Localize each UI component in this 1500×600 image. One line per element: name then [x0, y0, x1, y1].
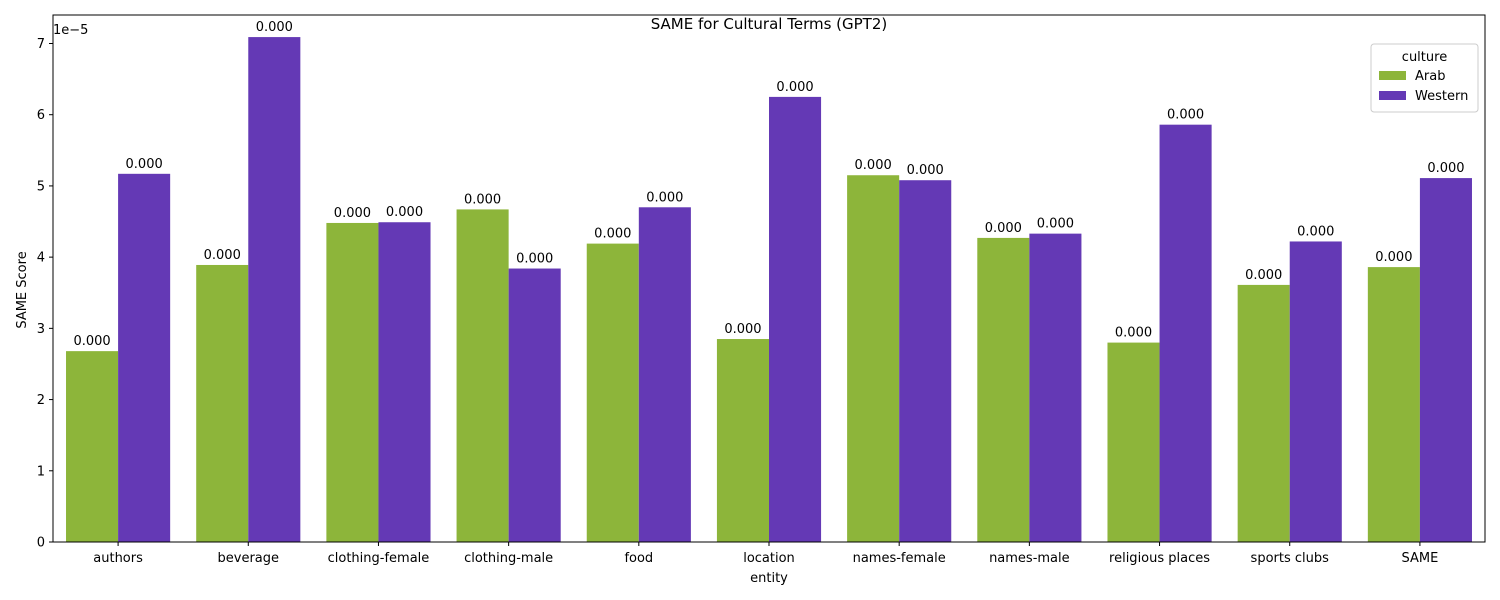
x-tick-label: names-female — [853, 551, 946, 566]
bar-arab-9 — [1237, 284, 1290, 542]
legend: culture Arab Western — [1370, 43, 1479, 113]
legend-swatch-western — [1379, 91, 1406, 100]
bar-western-1 — [248, 37, 301, 542]
data-label: 0.000 — [907, 163, 944, 178]
y-tick-label: 2 — [37, 393, 45, 408]
legend-title: culture — [1402, 50, 1447, 65]
x-tick-label: religious places — [1109, 551, 1210, 566]
data-label: 0.000 — [1115, 326, 1152, 341]
bar-arab-6 — [847, 175, 900, 542]
bar-arab-8 — [1107, 342, 1160, 542]
data-label: 0.000 — [594, 227, 631, 242]
y-tick-label: 7 — [37, 37, 45, 52]
y-axis-label: SAME Score — [15, 251, 30, 328]
bar-arab-0 — [66, 351, 119, 542]
legend-swatch-arab — [1379, 71, 1406, 80]
data-label: 0.000 — [985, 221, 1022, 236]
data-label: 0.000 — [386, 205, 423, 220]
bar-western-3 — [508, 268, 561, 542]
y-tick-label: 0 — [37, 536, 45, 551]
y-offset-label: 1e−5 — [53, 23, 88, 38]
data-label: 0.000 — [1037, 217, 1074, 232]
bar-western-6 — [899, 180, 952, 542]
x-tick-label: clothing-female — [328, 551, 430, 566]
data-label: 0.000 — [724, 322, 761, 337]
data-label: 0.000 — [334, 206, 371, 221]
x-tick-label: names-male — [989, 551, 1070, 566]
bar-western-4 — [638, 207, 691, 542]
y-tick-label: 6 — [37, 108, 45, 123]
bar-western-10 — [1419, 178, 1472, 542]
data-label: 0.000 — [855, 158, 892, 173]
data-label: 0.000 — [126, 157, 163, 172]
y-tick-label: 1 — [37, 464, 45, 479]
bar-western-7 — [1029, 233, 1082, 542]
bar-arab-4 — [586, 243, 639, 542]
y-tick-label: 5 — [37, 179, 45, 194]
legend-label-western: Western — [1415, 89, 1468, 104]
x-tick-label: SAME — [1401, 551, 1438, 566]
data-label: 0.000 — [256, 20, 293, 35]
data-label: 0.000 — [1427, 161, 1464, 176]
x-tick-label: sports clubs — [1251, 551, 1330, 566]
bar-arab-3 — [456, 209, 509, 542]
bar-arab-7 — [977, 237, 1030, 543]
chart-title: SAME for Cultural Terms (GPT2) — [651, 15, 888, 33]
bar-western-5 — [769, 96, 822, 542]
x-tick-label: clothing-male — [464, 551, 553, 566]
bar-western-0 — [118, 173, 171, 542]
bar-arab-10 — [1367, 267, 1420, 542]
data-label: 0.000 — [1375, 250, 1412, 265]
bar-western-8 — [1159, 124, 1212, 542]
x-tick-label: food — [624, 551, 653, 566]
bar-western-9 — [1289, 241, 1342, 542]
data-label: 0.000 — [204, 248, 241, 263]
bar-arab-1 — [196, 264, 249, 542]
x-tick-label: authors — [93, 551, 143, 566]
bar-western-2 — [378, 222, 431, 542]
y-tick-label: 4 — [37, 251, 45, 266]
bar-arab-2 — [326, 222, 379, 542]
plot-area: 0.000 0.000 0.000 0.000 0.000 0.000 0.000 0.000… — [37, 14, 1486, 566]
legend-label-arab: Arab — [1415, 69, 1445, 84]
x-tick-label: beverage — [218, 551, 280, 566]
data-label: 0.000 — [646, 190, 683, 205]
data-label: 0.000 — [516, 252, 553, 267]
data-label: 0.000 — [1167, 108, 1204, 123]
bar-arab-5 — [716, 339, 769, 542]
x-axis-label: entity — [750, 571, 788, 586]
y-tick-label: 3 — [37, 322, 45, 337]
data-label: 0.000 — [776, 80, 813, 95]
x-tick-label: location — [743, 551, 795, 566]
data-label: 0.000 — [73, 334, 110, 349]
data-label: 0.000 — [1245, 268, 1282, 283]
data-label: 0.000 — [1297, 224, 1334, 239]
data-label: 0.000 — [464, 192, 501, 207]
